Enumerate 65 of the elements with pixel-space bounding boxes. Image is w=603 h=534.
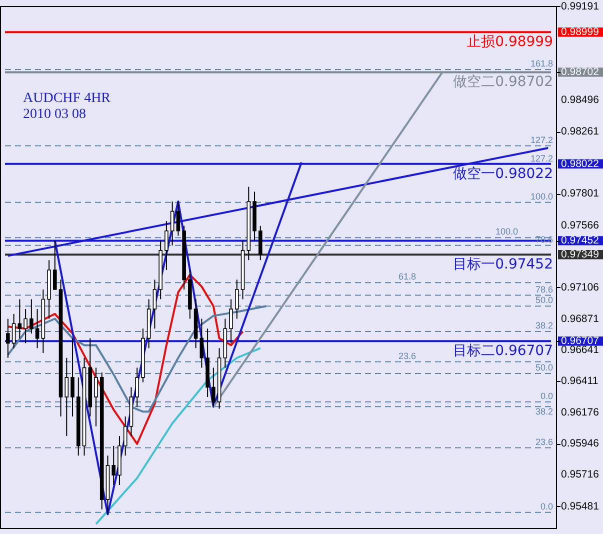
- annotation: 38.2: [535, 406, 553, 417]
- candlestick: [18, 298, 22, 339]
- y-tick-label: 0.97566: [561, 219, 600, 232]
- candlestick: [235, 279, 239, 320]
- annotation: 100.0: [530, 191, 553, 202]
- annotation: 0.0: [540, 390, 553, 401]
- annotation: 127.2: [530, 134, 553, 145]
- annotation: 61.8: [398, 272, 416, 282]
- y-tick-label: 0.98496: [561, 94, 600, 106]
- y-tick-label: 0.96641: [561, 344, 600, 356]
- candlestick: [35, 308, 40, 349]
- candlestick: [53, 240, 57, 290]
- candlestick: [200, 318, 204, 368]
- y-tick-label: 0.96176: [561, 406, 600, 419]
- y-tick-label: 0.98022: [561, 158, 600, 170]
- candlestick: [135, 367, 139, 408]
- y-tick-label: 0.95481: [561, 500, 600, 512]
- y-tick-label: 0.97349: [561, 248, 600, 261]
- candlestick: [94, 367, 98, 427]
- annotation: 50.0: [535, 362, 553, 373]
- candlestick: [24, 308, 28, 344]
- y-tick-label: 0.97106: [561, 281, 600, 294]
- y-tick-label: 0.95946: [561, 438, 600, 450]
- y-tick-label: 0.98999: [561, 26, 600, 38]
- candlestick: [64, 357, 69, 437]
- ref-line-label: 止损0.98999: [467, 34, 553, 50]
- candlestick: [258, 225, 262, 261]
- ref-line-label: 做空一0.98022: [453, 166, 553, 182]
- ref-line-label: 目标二0.96707: [453, 343, 553, 360]
- annotation: 78.6: [535, 234, 553, 244]
- candlestick: [170, 200, 174, 246]
- candlestick: [164, 220, 168, 270]
- candlestick: [229, 298, 233, 344]
- annotation: 38.2: [535, 320, 553, 330]
- candlestick: [70, 338, 74, 418]
- y-tick-label: 0.96871: [561, 313, 600, 326]
- annotation: 127.2: [530, 153, 553, 164]
- annotation: 78.6: [535, 284, 553, 294]
- y-tick-label: 0.96411: [561, 375, 598, 388]
- y-tick-label: 0.99191: [561, 0, 600, 12]
- text: AUDCHF 4HR: [23, 91, 112, 106]
- annotation: 161.8: [530, 58, 553, 68]
- annotation: 0.0: [540, 501, 553, 512]
- annotation: 50.0: [535, 295, 553, 306]
- y-tick-label: 0.98261: [561, 126, 600, 138]
- candlestick: [6, 318, 10, 358]
- y-tick-label: 0.97801: [561, 188, 600, 200]
- candlestick: [112, 445, 116, 486]
- line-series: [95, 347, 262, 526]
- candlestick: [212, 367, 216, 408]
- y-tick-label: 0.95716: [561, 468, 600, 481]
- candlestick: [152, 279, 157, 330]
- candlestick: [30, 298, 34, 334]
- annotation: 23.6: [535, 436, 553, 447]
- annotation: 23.6: [398, 350, 416, 361]
- ref-line-label: 做空二0.98702: [453, 74, 553, 90]
- candlestick: [123, 416, 128, 456]
- y-tick-label: 0.98702: [561, 66, 600, 78]
- candlestick: [12, 313, 16, 349]
- line-series: [6, 274, 244, 445]
- annotation: 100.0: [495, 226, 518, 237]
- text: 2010 03 08: [23, 107, 86, 122]
- candlestick: [176, 200, 180, 236]
- y-tick-label: 0.97452: [561, 234, 600, 247]
- ref-line-label: 目标一0.97452: [453, 256, 553, 273]
